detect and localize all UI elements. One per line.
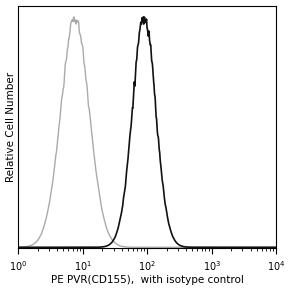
Y-axis label: Relative Cell Number: Relative Cell Number: [6, 72, 15, 182]
X-axis label: PE PVR(CD155),  with isotype control: PE PVR(CD155), with isotype control: [51, 276, 244, 285]
